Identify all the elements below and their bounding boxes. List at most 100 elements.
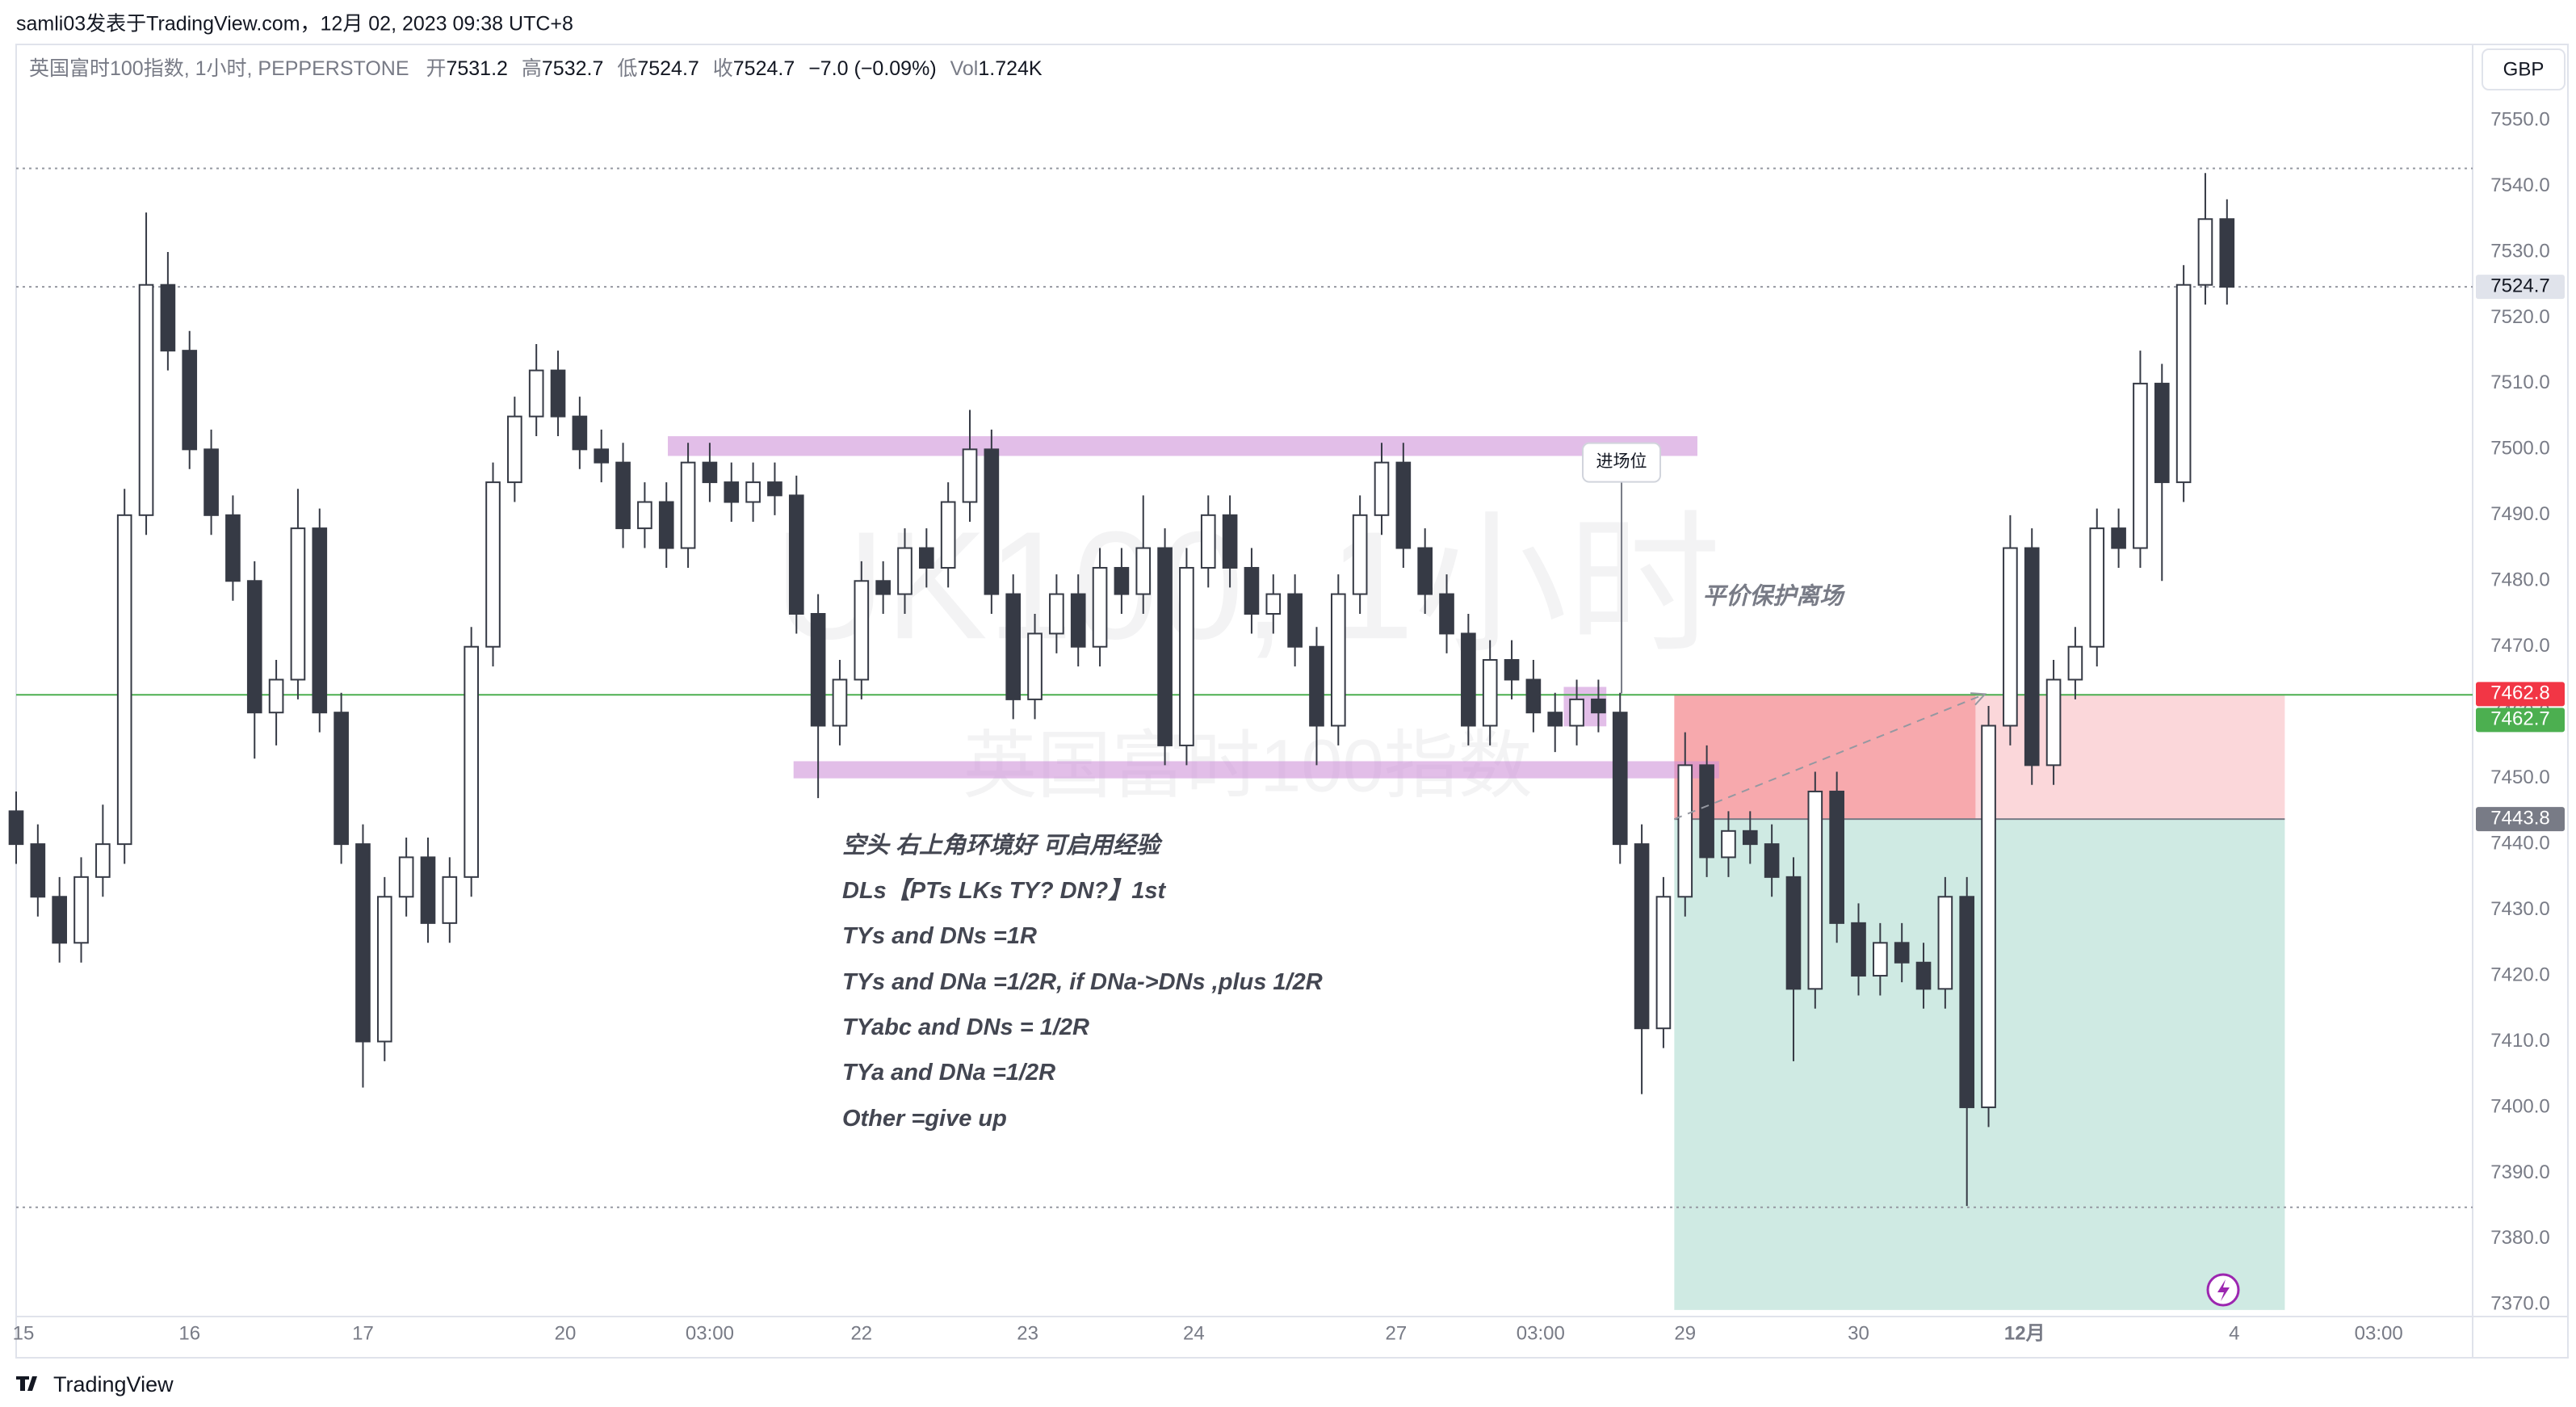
legend-value: 7532.7 [542, 57, 603, 80]
legend-value: 7531.2 [446, 57, 507, 80]
legend-value: 7524.7 [733, 57, 795, 80]
footer-logo: TradingView [16, 1372, 174, 1396]
candle-body [1591, 698, 1606, 714]
x-tick-label: 22 [850, 1322, 872, 1344]
candle-body [919, 547, 934, 569]
stop-zone-faded [1975, 694, 2285, 820]
note-line: 空头 右上角环境好 可启用经验 [842, 832, 1163, 859]
alert-bolt[interactable] [2217, 1279, 2230, 1301]
candle-body [1244, 566, 1260, 615]
price-label: 7462.7 [2490, 708, 2549, 730]
candle-body [1655, 896, 1672, 1030]
candle-body [1092, 566, 1108, 648]
zone [668, 436, 1697, 456]
y-tick-label: 7400.0 [2490, 1095, 2549, 1117]
candle-body [1634, 843, 1650, 1030]
candle-body [658, 501, 674, 549]
candle-body [464, 645, 479, 878]
alert-icon[interactable] [2206, 1273, 2240, 1307]
candle-body [1915, 961, 1932, 990]
candle-body [1395, 461, 1412, 549]
candle-body [1873, 942, 1888, 977]
y-tick-label: 7380.0 [2490, 1227, 2549, 1249]
currency-button[interactable] [2482, 48, 2566, 90]
candle-body [940, 501, 956, 569]
x-tick-label: 03:00 [686, 1322, 734, 1344]
legend-label: 开 [426, 57, 446, 80]
candle-body [1330, 593, 1346, 727]
candle-body [2089, 527, 2105, 648]
candle-body [1547, 712, 1563, 727]
note-line: TYabc and DNs = 1/2R [842, 1014, 1089, 1040]
candle-body [528, 369, 544, 418]
currency-label[interactable]: GBP [2503, 58, 2545, 80]
target-zone [1674, 819, 2285, 1310]
arrow-head [1970, 692, 1987, 706]
candle-body [1764, 843, 1780, 878]
candle-body [1352, 514, 1368, 595]
candle-body [897, 547, 913, 595]
candle-body [962, 448, 978, 503]
candle-body [702, 461, 718, 484]
x-tick-label: 17 [352, 1322, 374, 1344]
candle-body [2024, 547, 2040, 766]
y-tick-label: 7410.0 [2490, 1030, 2549, 1052]
x-tick-label: 29 [1674, 1322, 1696, 1344]
candle-body [1482, 659, 1498, 727]
candle-body [138, 284, 154, 516]
legend-value: 1.724K [978, 57, 1043, 80]
price-label: 7524.7 [2490, 275, 2549, 296]
candle-body [1721, 830, 1736, 859]
candle-body [1157, 547, 1173, 746]
candle-body [875, 580, 891, 595]
price-label-bg [2476, 682, 2565, 707]
zone [793, 761, 1719, 779]
candle-body [355, 843, 371, 1043]
candle-body [2067, 645, 2083, 681]
y-tick-label: 7520.0 [2490, 306, 2549, 328]
candle-body [116, 514, 132, 846]
candle-body [1179, 566, 1194, 746]
price-label: 7443.8 [2490, 808, 2549, 830]
y-tick-label: 7530.0 [2490, 240, 2549, 262]
candle-body [182, 350, 198, 451]
candle-body [1894, 942, 1910, 964]
y-tick-label: 7550.0 [2490, 108, 2549, 130]
candle-body [1807, 790, 1823, 990]
note-line: DLs【PTs LKs TY? DN?】1st [842, 877, 1166, 904]
x-tick-label: 12月 [2004, 1322, 2045, 1344]
candle-body [420, 856, 436, 924]
candle-body [1785, 876, 1802, 990]
candle-body [1222, 514, 1238, 569]
legend-label: 收 [713, 57, 733, 80]
x-tick-label: 24 [1183, 1322, 1205, 1344]
candle-body [442, 876, 458, 924]
y-tick-label: 7430.0 [2490, 898, 2549, 920]
note-line: TYs and DNs =1R [842, 923, 1037, 949]
y-tick-label: 7370.0 [2490, 1293, 2549, 1315]
x-tick-label: 03:00 [1517, 1322, 1565, 1344]
header: samli03发表于TradingView.com，12月 02, 2023 0… [16, 13, 573, 36]
candle-body [2133, 382, 2148, 549]
candle-body [1851, 922, 1866, 977]
candle-body [1049, 593, 1064, 635]
candle-body [1612, 712, 1628, 846]
callout-text: 进场位 [1596, 452, 1647, 471]
frame [15, 44, 2569, 1359]
candle-body [680, 461, 696, 549]
logo-mark [16, 1376, 37, 1391]
y-tick-label: 7390.0 [2490, 1161, 2549, 1183]
legend-symbol: 英国富时100指数, 1小时, PEPPERSTONE [29, 57, 409, 80]
legend: 英国富时100指数, 1小时, PEPPERSTONE 开7531.2 高753… [29, 57, 1043, 80]
note-line: TYa and DNa =1/2R [842, 1060, 1055, 1086]
candle-body [8, 810, 24, 846]
x-tick-label: 4 [2229, 1322, 2239, 1344]
candle-body [1417, 547, 1433, 595]
candle-body [1525, 678, 1542, 714]
candle-body [312, 527, 328, 714]
candle-body [2219, 218, 2235, 288]
price-label-bg [2476, 708, 2565, 733]
candle-body [1135, 547, 1152, 595]
